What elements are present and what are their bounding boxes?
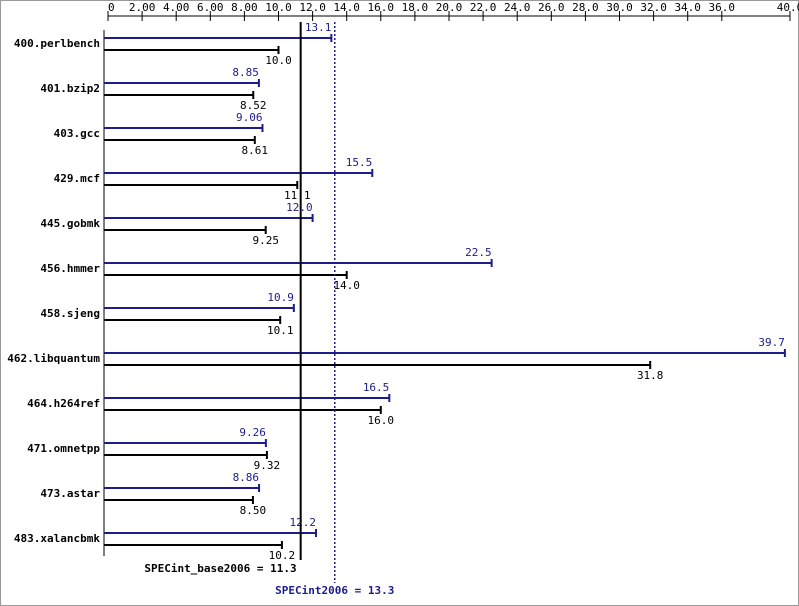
category-label: 400.perlbench: [14, 37, 100, 50]
value-label: 10.1: [267, 324, 294, 337]
value-label: 8.52: [240, 99, 267, 112]
category-label: 473.astar: [40, 487, 100, 500]
x-tick-label: 16.0: [368, 1, 395, 14]
category-label: 483.xalancbmk: [14, 532, 100, 545]
x-tick-label: 4.00: [163, 1, 190, 14]
category-label: 445.gobmk: [40, 217, 100, 230]
value-label: 12.0: [286, 201, 313, 214]
category-label: 471.omnetpp: [27, 442, 100, 455]
value-label: 8.50: [240, 504, 267, 517]
x-tick-label: 8.00: [231, 1, 258, 14]
value-label: 8.85: [232, 66, 259, 79]
value-label: 9.06: [236, 111, 263, 124]
x-tick-label: 24.0: [504, 1, 531, 14]
value-label: 9.32: [254, 459, 281, 472]
value-label: 16.0: [368, 414, 395, 427]
value-label: 22.5: [465, 246, 492, 259]
reference-label: SPECint2006 = 13.3: [275, 584, 394, 597]
x-tick-label: 12.0: [299, 1, 326, 14]
x-tick-label: 36.0: [709, 1, 736, 14]
reference-label: SPECint_base2006 = 11.3: [144, 562, 296, 575]
value-label: 10.2: [269, 549, 296, 562]
category-label: 403.gcc: [54, 127, 100, 140]
x-tick-label: 40.0: [777, 1, 799, 14]
value-label: 9.26: [239, 426, 266, 439]
category-label: 456.hmmer: [40, 262, 100, 275]
x-tick-label: 14.0: [333, 1, 360, 14]
x-tick-label: 10.0: [265, 1, 292, 14]
value-label: 8.86: [233, 471, 260, 484]
x-tick-label: 34.0: [674, 1, 701, 14]
value-label: 9.25: [252, 234, 279, 247]
value-label: 15.5: [346, 156, 373, 169]
value-label: 13.1: [305, 21, 332, 34]
value-label: 11.1: [284, 189, 311, 202]
x-tick-label: 20.0: [436, 1, 463, 14]
value-label: 14.0: [333, 279, 360, 292]
value-label: 39.7: [758, 336, 785, 349]
x-tick-label: 32.0: [640, 1, 667, 14]
x-tick-label: 2.00: [129, 1, 156, 14]
x-tick-label: 30.0: [606, 1, 633, 14]
category-label: 464.h264ref: [27, 397, 100, 410]
value-label: 16.5: [363, 381, 390, 394]
value-label: 8.61: [242, 144, 269, 157]
value-label: 10.9: [267, 291, 294, 304]
x-tick-label: 22.0: [470, 1, 497, 14]
category-label: 429.mcf: [54, 172, 100, 185]
x-tick-label: 18.0: [402, 1, 429, 14]
x-tick-label: 26.0: [538, 1, 565, 14]
x-tick-label: 28.0: [572, 1, 599, 14]
value-label: 12.2: [290, 516, 317, 529]
category-label: 458.sjeng: [40, 307, 100, 320]
x-tick-label: 0: [108, 1, 115, 14]
value-label: 10.0: [265, 54, 292, 67]
category-label: 462.libquantum: [7, 352, 100, 365]
x-tick-label: 6.00: [197, 1, 224, 14]
category-label: 401.bzip2: [40, 82, 100, 95]
value-label: 31.8: [637, 369, 664, 382]
